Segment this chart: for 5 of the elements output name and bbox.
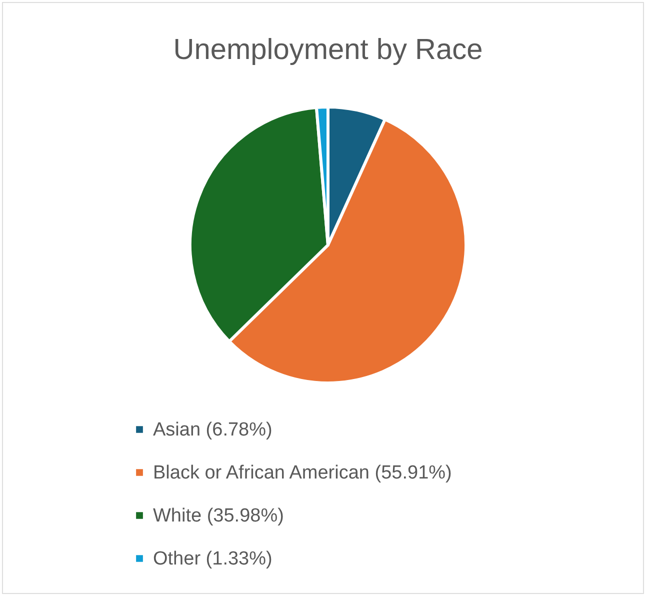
chart-title: Unemployment by Race bbox=[173, 34, 483, 66]
legend-label: Other (1.33%) bbox=[153, 548, 272, 570]
legend-label: White (35.98%) bbox=[153, 506, 284, 526]
legend-label: Black or African American (55.91%) bbox=[153, 462, 452, 484]
legend-label: Asian (6.78%) bbox=[153, 420, 272, 440]
